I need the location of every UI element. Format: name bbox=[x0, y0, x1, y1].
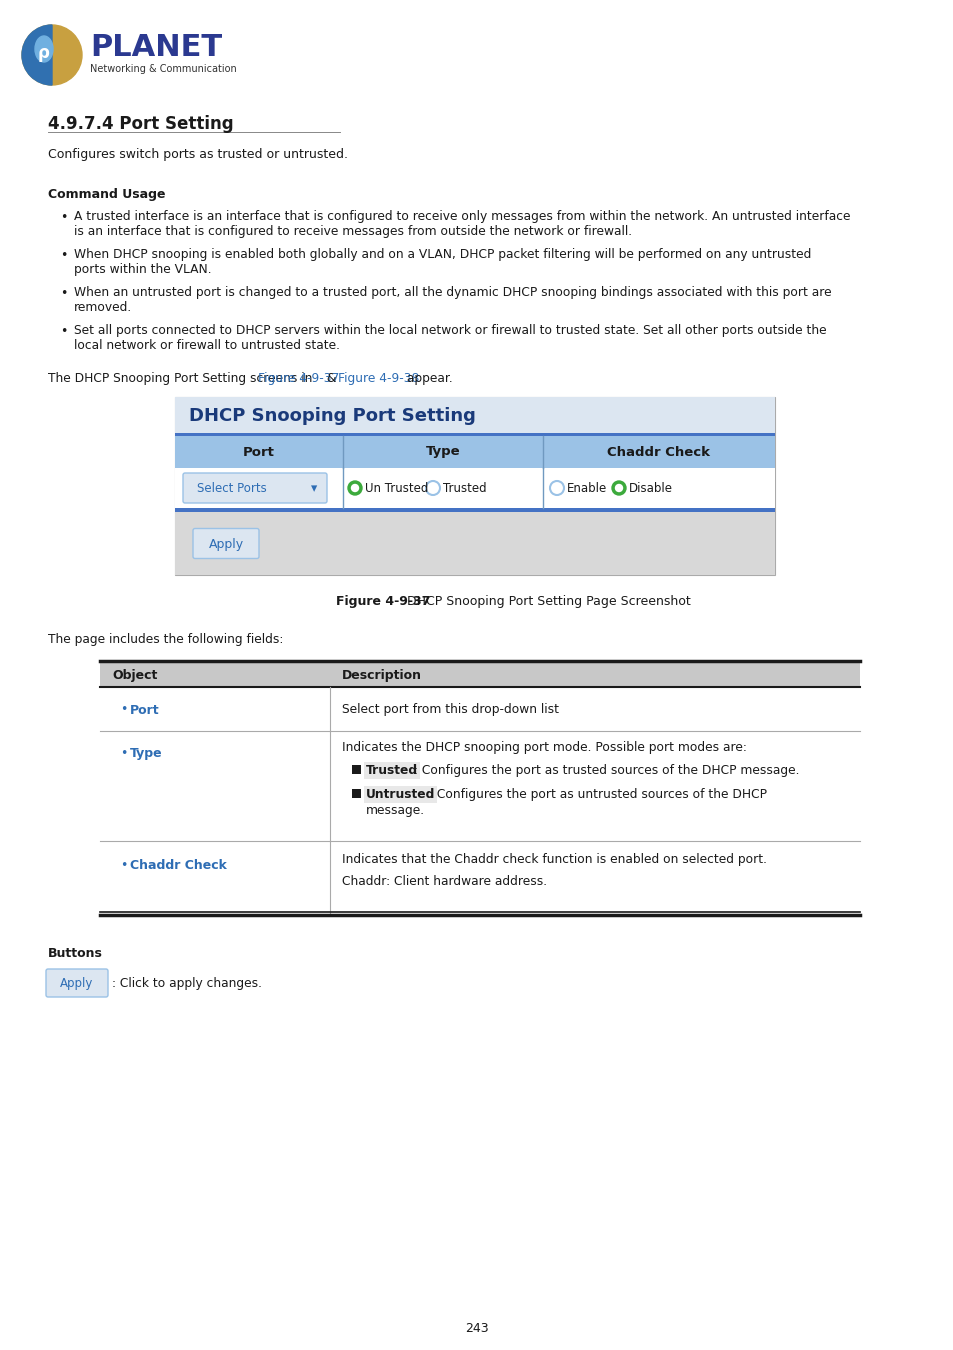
Text: &: & bbox=[323, 373, 340, 385]
Text: •: • bbox=[120, 703, 128, 717]
Circle shape bbox=[351, 485, 358, 491]
Text: ρ: ρ bbox=[38, 45, 50, 62]
Text: Un Trusted: Un Trusted bbox=[365, 482, 428, 495]
Text: Select Ports: Select Ports bbox=[196, 482, 267, 495]
Text: Apply: Apply bbox=[60, 977, 93, 991]
Text: Chaddr Check: Chaddr Check bbox=[607, 446, 710, 459]
Text: DHCP Snooping Port Setting Page Screenshot: DHCP Snooping Port Setting Page Screensh… bbox=[403, 595, 691, 608]
Text: When an untrusted port is changed to a trusted port, all the dynamic DHCP snoopi: When an untrusted port is changed to a t… bbox=[74, 286, 831, 298]
Text: 243: 243 bbox=[465, 1322, 488, 1335]
FancyBboxPatch shape bbox=[183, 472, 327, 504]
Bar bbox=[174, 433, 774, 436]
Text: Port: Port bbox=[130, 703, 159, 717]
Text: message.: message. bbox=[366, 805, 425, 817]
Text: Set all ports connected to DHCP servers within the local network or firewall to : Set all ports connected to DHCP servers … bbox=[74, 324, 825, 338]
Bar bbox=[174, 397, 774, 575]
Text: : Click to apply changes.: : Click to apply changes. bbox=[112, 977, 262, 991]
Text: When DHCP snooping is enabled both globally and on a VLAN, DHCP packet filtering: When DHCP snooping is enabled both globa… bbox=[74, 248, 810, 261]
Text: Object: Object bbox=[112, 668, 157, 682]
Text: Untrusted: Untrusted bbox=[366, 788, 435, 801]
Text: •: • bbox=[120, 747, 128, 760]
Text: Apply: Apply bbox=[208, 539, 243, 551]
Text: Figure 4-9-37: Figure 4-9-37 bbox=[335, 595, 430, 608]
FancyBboxPatch shape bbox=[46, 969, 108, 998]
Text: Description: Description bbox=[341, 668, 421, 682]
Text: Networking & Communication: Networking & Communication bbox=[90, 63, 236, 74]
Bar bbox=[174, 397, 774, 433]
Text: ports within the VLAN.: ports within the VLAN. bbox=[74, 263, 212, 275]
Text: Indicates the DHCP snooping port mode. Possible port modes are:: Indicates the DHCP snooping port mode. P… bbox=[341, 741, 746, 755]
Circle shape bbox=[22, 26, 82, 85]
Text: Buttons: Buttons bbox=[48, 946, 103, 960]
Text: ▾: ▾ bbox=[311, 482, 316, 495]
Text: removed.: removed. bbox=[74, 301, 132, 315]
Text: Port: Port bbox=[243, 446, 274, 459]
Ellipse shape bbox=[35, 36, 53, 62]
Text: Figure 4-9-38: Figure 4-9-38 bbox=[337, 373, 419, 385]
Text: appear.: appear. bbox=[402, 373, 453, 385]
Bar bbox=[352, 765, 360, 774]
Text: Chaddr: Client hardware address.: Chaddr: Client hardware address. bbox=[341, 875, 547, 888]
Text: Enable: Enable bbox=[566, 482, 607, 495]
Text: : Configures the port as trusted sources of the DHCP message.: : Configures the port as trusted sources… bbox=[414, 764, 799, 778]
Text: The page includes the following fields:: The page includes the following fields: bbox=[48, 633, 283, 647]
Text: Chaddr Check: Chaddr Check bbox=[130, 859, 227, 872]
Wedge shape bbox=[22, 26, 52, 85]
Text: is an interface that is configured to receive messages from outside the network : is an interface that is configured to re… bbox=[74, 225, 632, 238]
Text: local network or firewall to untrusted state.: local network or firewall to untrusted s… bbox=[74, 339, 339, 352]
Bar bbox=[174, 468, 774, 508]
Text: Disable: Disable bbox=[628, 482, 672, 495]
Circle shape bbox=[615, 485, 622, 491]
Circle shape bbox=[612, 481, 625, 495]
Text: Type: Type bbox=[130, 747, 162, 760]
FancyBboxPatch shape bbox=[193, 528, 258, 559]
Circle shape bbox=[348, 481, 361, 495]
Text: •: • bbox=[60, 248, 68, 262]
Text: : Configures the port as untrusted sources of the DHCP: : Configures the port as untrusted sourc… bbox=[429, 788, 766, 801]
Text: PLANET: PLANET bbox=[90, 32, 222, 62]
Text: Configures switch ports as trusted or untrusted.: Configures switch ports as trusted or un… bbox=[48, 148, 348, 161]
Text: DHCP Snooping Port Setting: DHCP Snooping Port Setting bbox=[189, 406, 476, 425]
Bar bbox=[352, 788, 360, 798]
Bar bbox=[174, 512, 774, 575]
Text: A trusted interface is an interface that is configured to receive only messages : A trusted interface is an interface that… bbox=[74, 211, 850, 223]
Text: Select port from this drop-down list: Select port from this drop-down list bbox=[341, 703, 558, 717]
Text: •: • bbox=[60, 288, 68, 300]
Text: Figure 4-9-37: Figure 4-9-37 bbox=[257, 373, 339, 385]
Text: 4.9.7.4 Port Setting: 4.9.7.4 Port Setting bbox=[48, 115, 233, 134]
Text: Indicates that the Chaddr check function is enabled on selected port.: Indicates that the Chaddr check function… bbox=[341, 853, 766, 865]
Bar bbox=[174, 508, 774, 512]
Text: Trusted: Trusted bbox=[366, 764, 417, 778]
Bar bbox=[174, 436, 774, 468]
Text: Type: Type bbox=[425, 446, 460, 459]
Bar bbox=[100, 662, 859, 687]
Text: •: • bbox=[120, 859, 128, 872]
Text: •: • bbox=[60, 325, 68, 338]
Text: The DHCP Snooping Port Setting screens in: The DHCP Snooping Port Setting screens i… bbox=[48, 373, 315, 385]
Text: Command Usage: Command Usage bbox=[48, 188, 165, 201]
Text: •: • bbox=[60, 211, 68, 224]
Text: Trusted: Trusted bbox=[442, 482, 486, 495]
